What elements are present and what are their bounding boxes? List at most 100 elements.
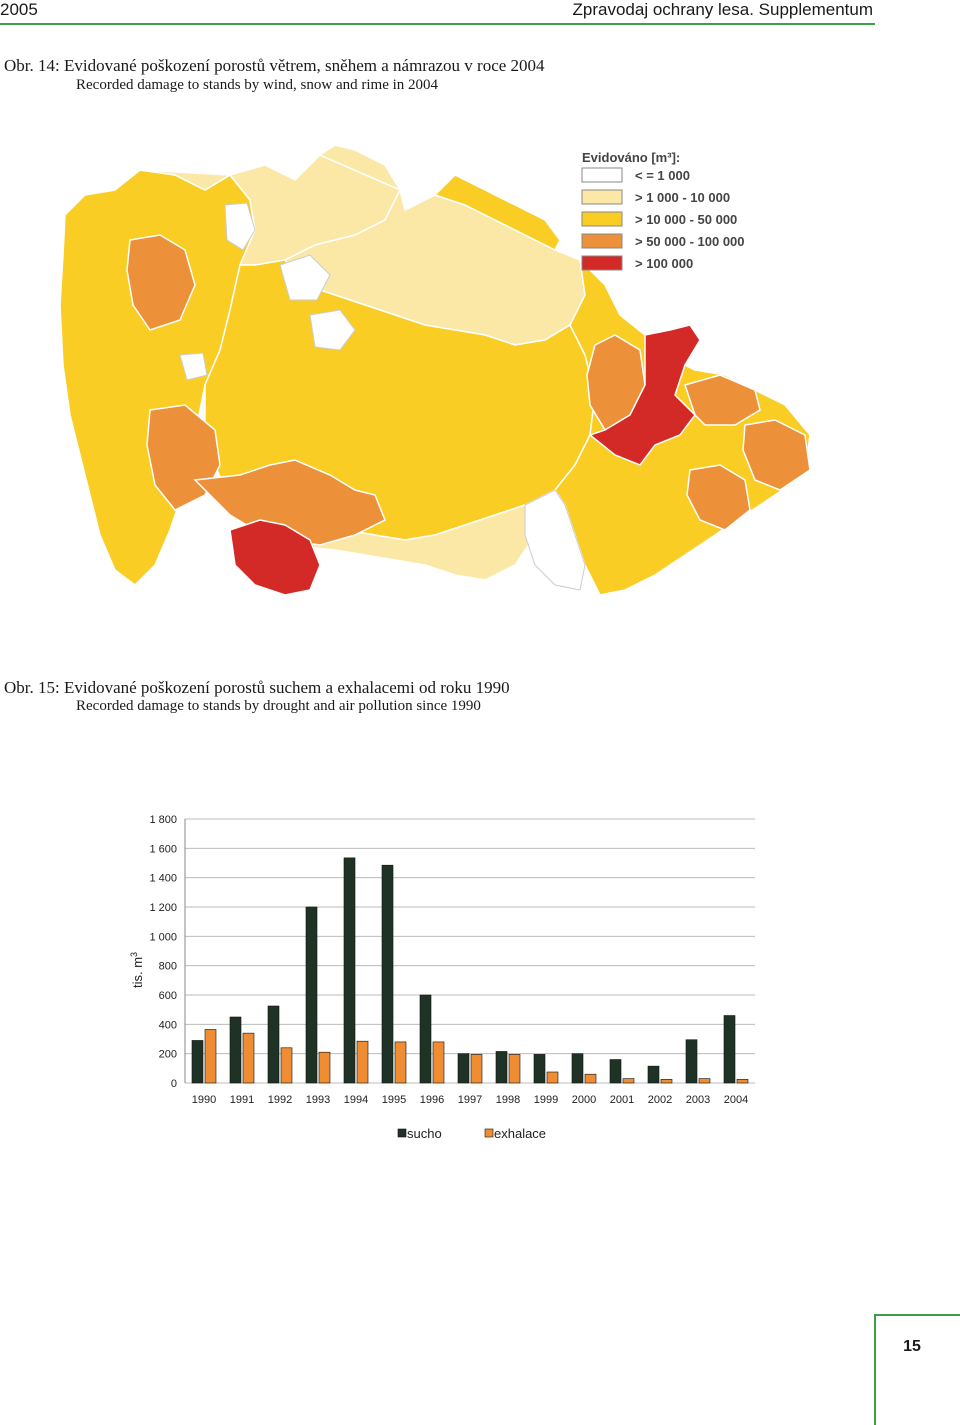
chart-bar-sucho-1994 bbox=[343, 857, 356, 1084]
chart-x-tick-label: 1991 bbox=[230, 1094, 254, 1106]
figure14-caption-en: Recorded damage to stands by wind, snow … bbox=[76, 77, 439, 93]
chart-y-tick-label: 1 000 bbox=[149, 931, 177, 943]
map-region-white-nw-1 bbox=[224, 202, 256, 251]
chart-bar-exhalace-2003 bbox=[698, 1078, 711, 1084]
map-region-northeast bbox=[433, 174, 561, 252]
chart-x-tick-label: 1996 bbox=[420, 1094, 444, 1106]
chart-bar-sucho-1997 bbox=[457, 1053, 470, 1084]
chart-bar-sucho-1993 bbox=[305, 906, 318, 1084]
map-region-orange-east-3 bbox=[742, 419, 811, 491]
chart-bar-exhalace-1998 bbox=[508, 1054, 521, 1084]
figure15-caption-en: Recorded damage to stands by drought and… bbox=[76, 698, 481, 714]
chart-bar-exhalace-1997 bbox=[470, 1054, 483, 1084]
map-region-orange-west bbox=[126, 234, 196, 331]
chart-bar-sucho-1991 bbox=[229, 1016, 242, 1084]
chart-bar-sucho-1998 bbox=[495, 1051, 508, 1084]
chart-gridlines bbox=[184, 818, 755, 1084]
map-legend-swatch bbox=[581, 233, 623, 249]
map-legend-label: > 1 000 - 10 000 bbox=[635, 190, 730, 205]
chart-y-tick-label: 600 bbox=[159, 990, 177, 1002]
chart-x-tick-label: 1992 bbox=[268, 1094, 292, 1106]
chart-bar-exhalace-1995 bbox=[394, 1041, 407, 1084]
damage-map: Evidováno [m³]: < = 1 000 > 1 000 - 10 00… bbox=[59, 144, 811, 596]
chart-y-tick-label: 400 bbox=[159, 1019, 177, 1031]
chart-bar-sucho-2000 bbox=[571, 1053, 584, 1084]
chart-bar-exhalace-1996 bbox=[432, 1041, 445, 1084]
map-legend-label: > 100 000 bbox=[635, 256, 693, 271]
chart-bar-exhalace-2000 bbox=[584, 1073, 597, 1084]
chart-x-tick-label: 1997 bbox=[458, 1094, 482, 1106]
chart-legend-swatch-sucho bbox=[397, 1128, 407, 1138]
map-region-orange-east-2 bbox=[684, 374, 761, 426]
map-legend-swatch bbox=[581, 211, 623, 227]
chart-bar-sucho-1996 bbox=[419, 994, 432, 1084]
chart-y-tick-label: 1 200 bbox=[149, 902, 177, 914]
chart-x-tick-label: 1995 bbox=[382, 1094, 406, 1106]
chart-bar-exhalace-2004 bbox=[736, 1079, 749, 1084]
chart-bar-exhalace-1991 bbox=[242, 1032, 255, 1084]
chart-y-axis-label: tis. m3 bbox=[129, 952, 145, 988]
header-journal-title: Zpravodaj ochrany lesa. Supplementum bbox=[572, 0, 874, 19]
chart-x-tick-label: 2002 bbox=[648, 1094, 672, 1106]
chart-x-tick-label: 2004 bbox=[724, 1094, 748, 1106]
figure15-caption-cz: Obr. 15: Evidované poškození porostů suc… bbox=[4, 678, 510, 697]
chart-bar-sucho-1995 bbox=[381, 864, 394, 1084]
map-legend-swatch bbox=[581, 167, 623, 183]
map-region-red-northeast bbox=[588, 324, 701, 466]
map-region-white-west bbox=[179, 352, 208, 381]
chart-y-tick-label: 1 400 bbox=[149, 873, 177, 885]
chart-bar-exhalace-1999 bbox=[546, 1071, 559, 1084]
map-legend-swatch bbox=[581, 189, 623, 205]
chart-y-tick-labels: 0 200 400 600 800 1 000 1 200 1 400 1 600 1 800 bbox=[149, 814, 177, 1090]
map-region-white-south bbox=[524, 489, 586, 591]
chart-x-tick-label: 1990 bbox=[192, 1094, 216, 1106]
chart-bar-sucho-1999 bbox=[533, 1054, 546, 1084]
chart-bars bbox=[191, 857, 749, 1084]
chart-x-tick-label: 2001 bbox=[610, 1094, 634, 1106]
chart-legend-label-sucho: sucho bbox=[407, 1126, 442, 1141]
map-regions bbox=[59, 144, 811, 596]
map-legend-label: > 50 000 - 100 000 bbox=[635, 234, 745, 249]
chart-legend: sucho exhalace bbox=[397, 1126, 546, 1141]
chart-x-tick-label: 2003 bbox=[686, 1094, 710, 1106]
header-rule bbox=[0, 23, 875, 25]
chart-y-tick-label: 200 bbox=[159, 1049, 177, 1061]
chart-y-axis-label-superscript: 3 bbox=[129, 952, 139, 957]
map-legend-label: > 10 000 - 50 000 bbox=[635, 212, 737, 227]
chart-bar-exhalace-2001 bbox=[622, 1078, 635, 1084]
chart-x-tick-label: 1993 bbox=[306, 1094, 330, 1106]
chart-y-tick-label: 1 800 bbox=[149, 814, 177, 826]
map-region-red-south bbox=[229, 519, 321, 596]
chart-bar-exhalace-1992 bbox=[280, 1047, 293, 1084]
chart-legend-swatch-exhalace bbox=[484, 1128, 494, 1138]
chart-bar-sucho-1990 bbox=[191, 1040, 204, 1084]
page-header: 2005 Zpravodaj ochrany lesa. Supplementu… bbox=[0, 0, 875, 25]
chart-bar-exhalace-1994 bbox=[356, 1040, 369, 1084]
map-region-orange-south bbox=[193, 459, 386, 546]
map-legend-title: Evidováno [m³]: bbox=[582, 150, 680, 165]
figure14-caption-cz: Obr. 14: Evidované poškození porostů vět… bbox=[4, 56, 545, 75]
chart-bar-sucho-1992 bbox=[267, 1005, 280, 1084]
chart-legend-label-exhalace: exhalace bbox=[494, 1126, 546, 1141]
chart-y-axis-label-unit: tis. m bbox=[130, 957, 145, 988]
chart-bar-exhalace-1990 bbox=[204, 1029, 217, 1084]
chart-bar-sucho-2002 bbox=[647, 1065, 660, 1084]
header-year: 2005 bbox=[0, 0, 38, 19]
damage-bar-chart: 0 200 400 600 800 1 000 1 200 1 400 1 600 1 800 1… bbox=[129, 814, 755, 1141]
chart-x-tick-label: 2000 bbox=[572, 1094, 596, 1106]
chart-bar-sucho-2001 bbox=[609, 1059, 622, 1084]
chart-y-tick-label: 1 600 bbox=[149, 843, 177, 855]
map-legend-label: < = 1 000 bbox=[635, 168, 690, 183]
chart-x-tick-label: 1994 bbox=[344, 1094, 368, 1106]
chart-y-tick-label: 800 bbox=[159, 961, 177, 973]
map-region-orange-east-4 bbox=[686, 464, 751, 531]
chart-x-tick-labels: 1990 1991 1992 1993 1994 1995 1996 1997 1998 1999… bbox=[192, 1094, 748, 1106]
page-number: 15 bbox=[903, 1338, 921, 1355]
map-legend: Evidováno [m³]: < = 1 000 > 1 000 - 10 00… bbox=[581, 150, 745, 271]
chart-x-tick-label: 1999 bbox=[534, 1094, 558, 1106]
chart-bar-exhalace-1993 bbox=[318, 1051, 331, 1084]
map-region-white-prague bbox=[309, 309, 356, 351]
chart-bar-sucho-2004 bbox=[723, 1015, 736, 1084]
chart-y-tick-label: 0 bbox=[171, 1078, 177, 1090]
page-number-box: 15 bbox=[874, 1314, 960, 1425]
